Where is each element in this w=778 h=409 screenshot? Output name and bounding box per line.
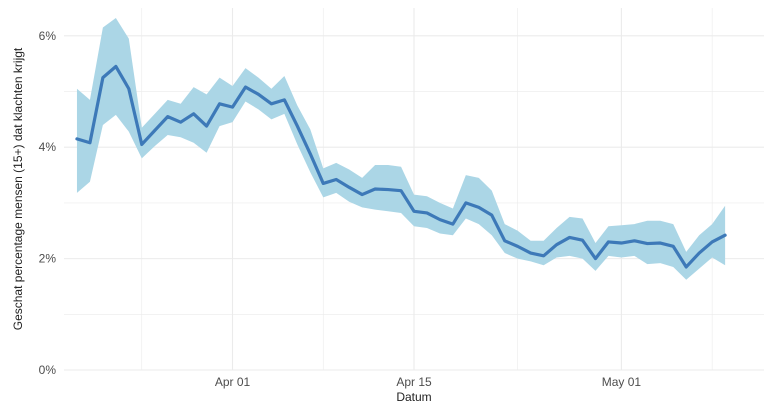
y-tick-label: 0% [39,363,57,377]
estimate-line [75,64,727,269]
x-tick-label: Apr 15 [396,375,432,389]
y-tick-label: 2% [39,252,57,266]
grid-lines [64,8,764,371]
x-tick-label: May 01 [602,375,642,389]
y-tick-label: 6% [39,29,57,43]
y-axis-title: Geschat percentage mensen (15+) dat klac… [11,47,25,330]
x-tick-label: Apr 01 [215,375,251,389]
y-tick-label: 4% [39,140,57,154]
confidence-band [76,18,726,280]
x-axis-title: Datum [396,390,431,404]
axes: Apr 01 Apr 15 May 01 0% 2% 4% 6% [39,29,642,389]
estimate-series-line [75,64,727,269]
confidence-band-area [76,18,726,280]
